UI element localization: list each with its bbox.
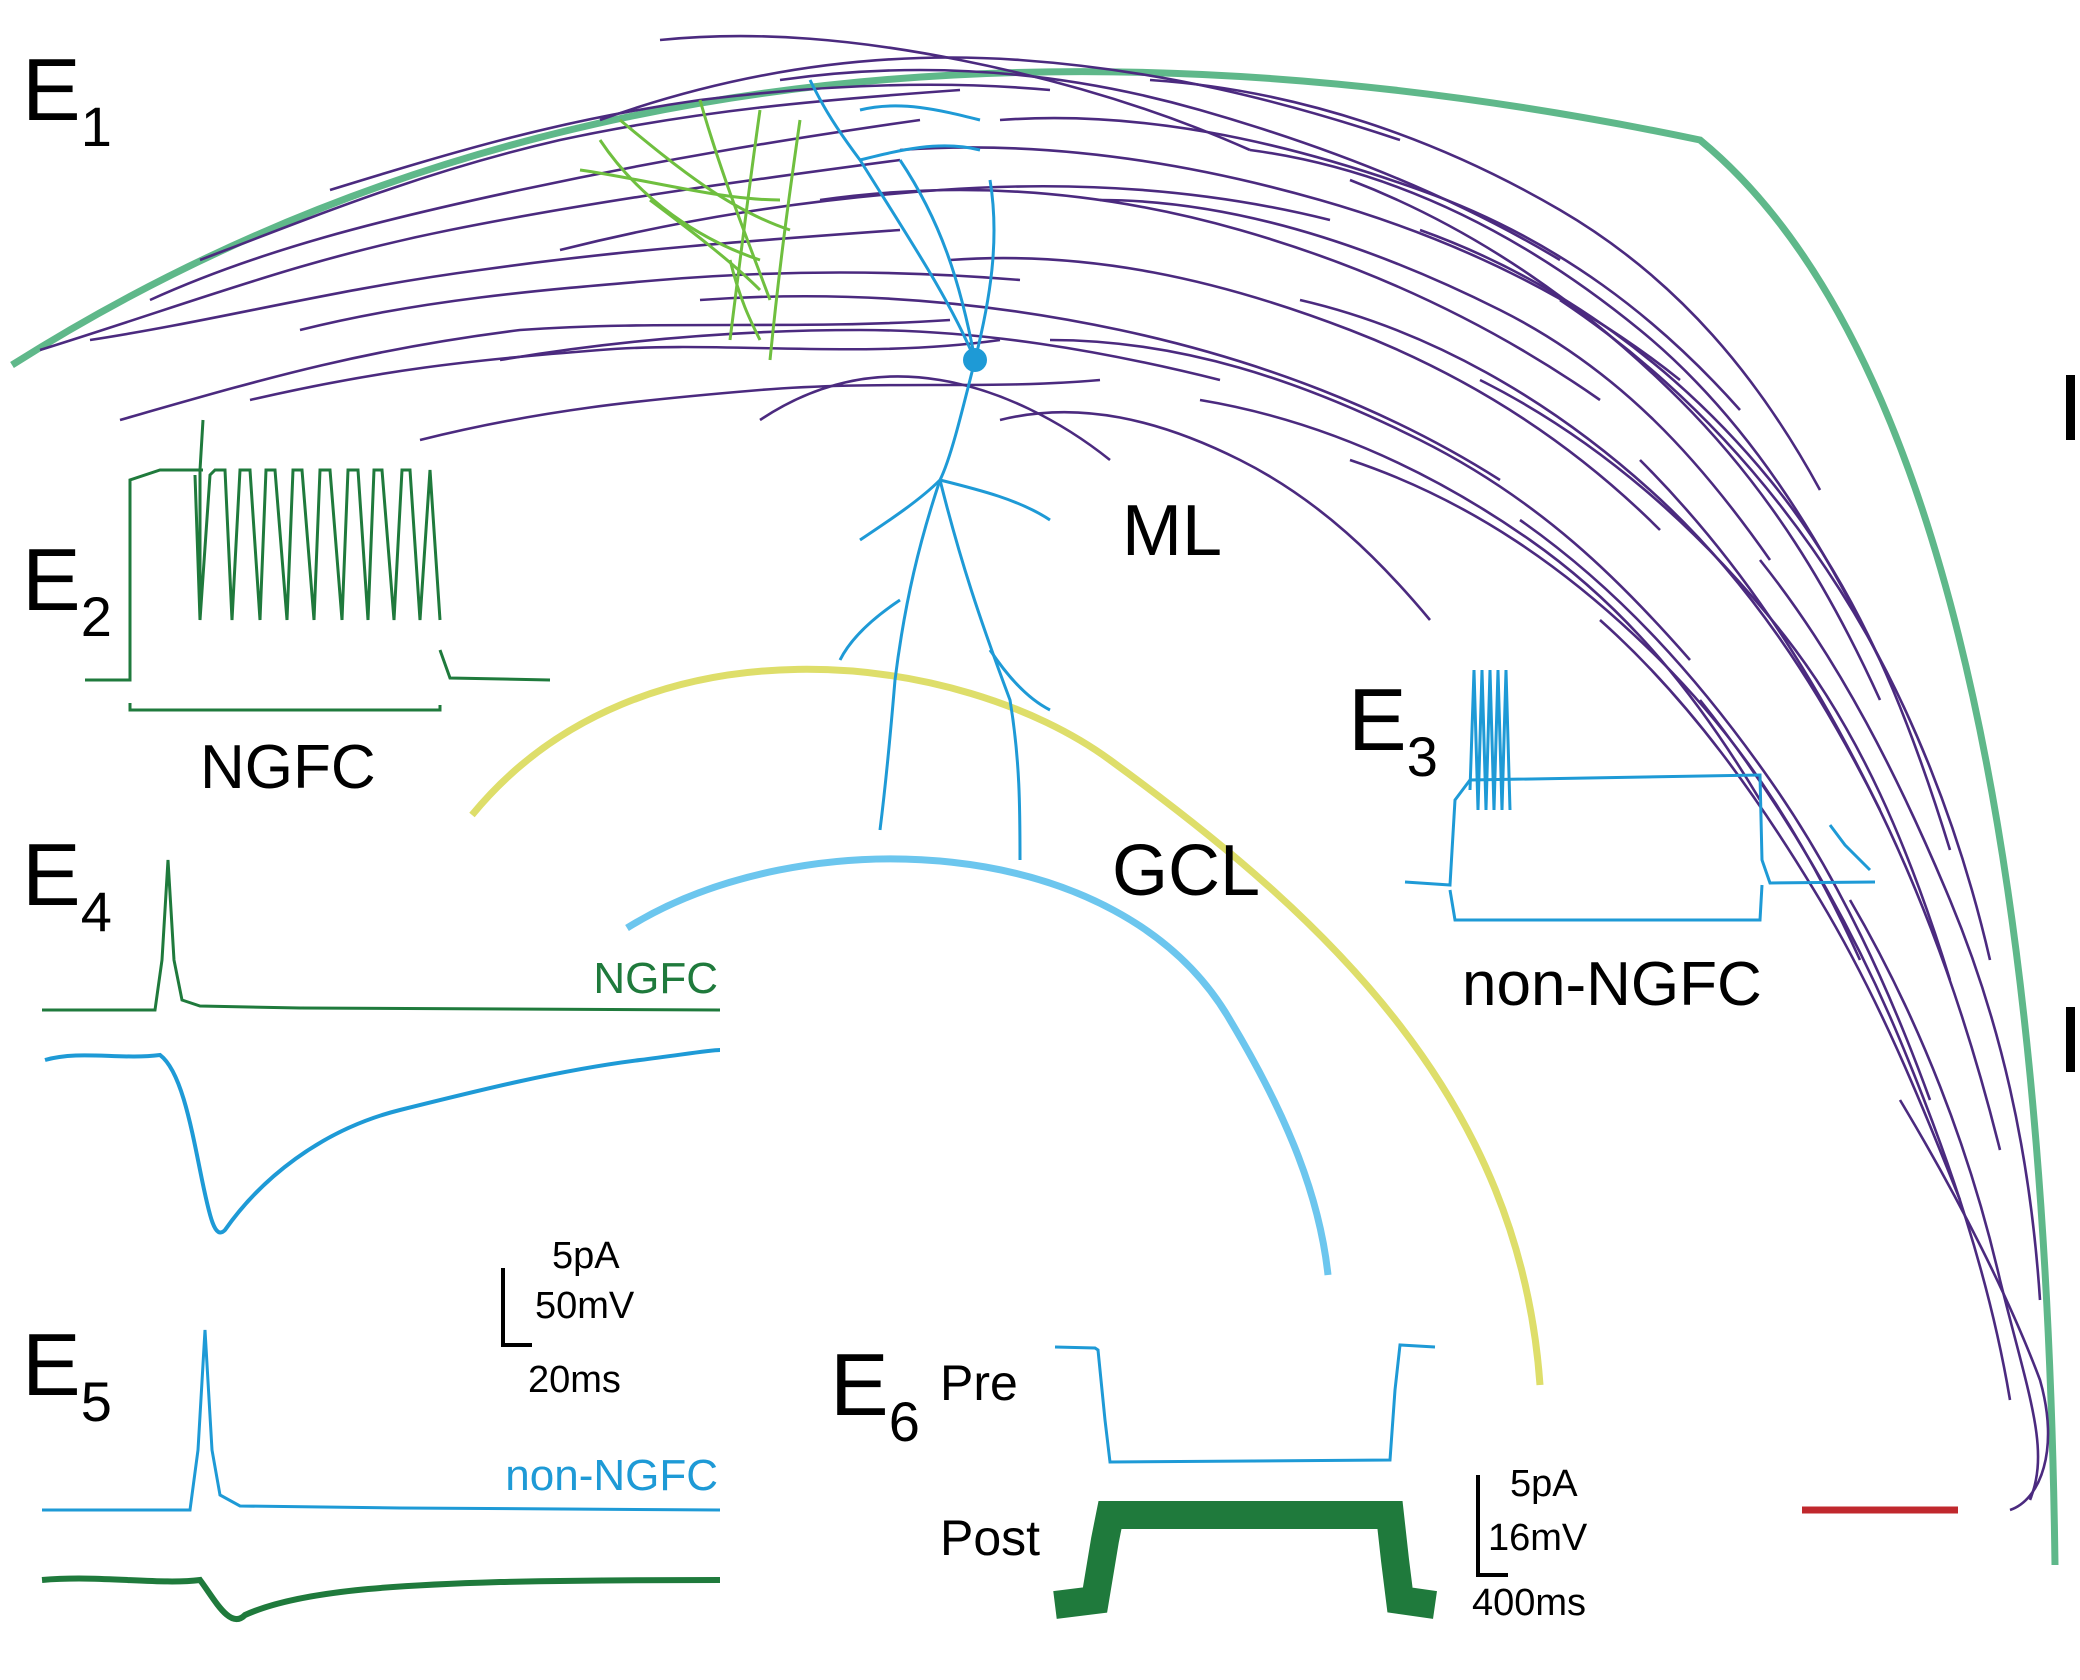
- right-scale-bar: [1476, 1475, 1508, 1577]
- e6-post-trace: [1053, 1501, 1437, 1619]
- granule-cell-soma: [963, 348, 987, 372]
- left-scale-time: 20ms: [528, 1359, 621, 1401]
- cropped-edge-mark-2: [2066, 1007, 2075, 1072]
- ml-gcl-boundary-arc: [469, 665, 1544, 1386]
- left-scale-voltage: 50mV: [535, 1285, 635, 1327]
- caption-e3-nonngfc: non-NGFC: [1462, 950, 1762, 1019]
- left-scale-current: 5pA: [552, 1235, 620, 1277]
- panel-label-e1: E1: [22, 40, 112, 158]
- panel-label-e3: E3: [1348, 670, 1438, 788]
- e2-ngfc-firing-trace: [85, 419, 551, 712]
- e5-traces: [41, 1329, 721, 1622]
- ngfc-axon-arbor: [39, 34, 2050, 1512]
- caption-e2-ngfc: NGFC: [200, 733, 376, 802]
- right-scale-voltage: 16mV: [1488, 1517, 1588, 1559]
- caption-e4-ngfc: NGFC: [593, 954, 718, 1003]
- e4-evoked-ipsc: [44, 1048, 721, 1235]
- right-scale-time: 400ms: [1472, 1582, 1586, 1624]
- gcl-hilus-boundary-arc: [625, 855, 1332, 1276]
- e6-traces: [1053, 1343, 1437, 1619]
- e4-ngfc-spike: [42, 859, 721, 1012]
- e5-nonngfc-spike: [42, 1329, 721, 1512]
- panel-label-e5: E5: [22, 1315, 112, 1433]
- e3-nonngfc-firing-trace: [1404, 669, 1876, 922]
- region-label-gcl: GCL: [1112, 831, 1260, 911]
- caption-e6-pre: Pre: [940, 1355, 1018, 1411]
- cropped-edge-mark-1: [2066, 375, 2075, 440]
- ngfc-dendrites: [579, 99, 802, 361]
- caption-e6-post: Post: [940, 1510, 1040, 1566]
- panel-label-e2: E2: [22, 530, 112, 648]
- e5-response: [41, 1575, 721, 1622]
- e4-traces: [42, 859, 721, 1235]
- e6-pre-trace: [1054, 1343, 1436, 1464]
- region-label-ml: ML: [1122, 491, 1222, 571]
- outer-layer-boundary-arc: [10, 68, 2059, 1566]
- caption-e5-nonngfc: non-NGFC: [505, 1451, 718, 1500]
- left-scale-bar: [501, 1268, 532, 1347]
- granule-cell-morphology: [808, 79, 1051, 861]
- panel-label-e4: E4: [22, 825, 112, 943]
- panel-label-e6: E6: [830, 1335, 920, 1453]
- right-scale-current: 5pA: [1510, 1463, 1578, 1505]
